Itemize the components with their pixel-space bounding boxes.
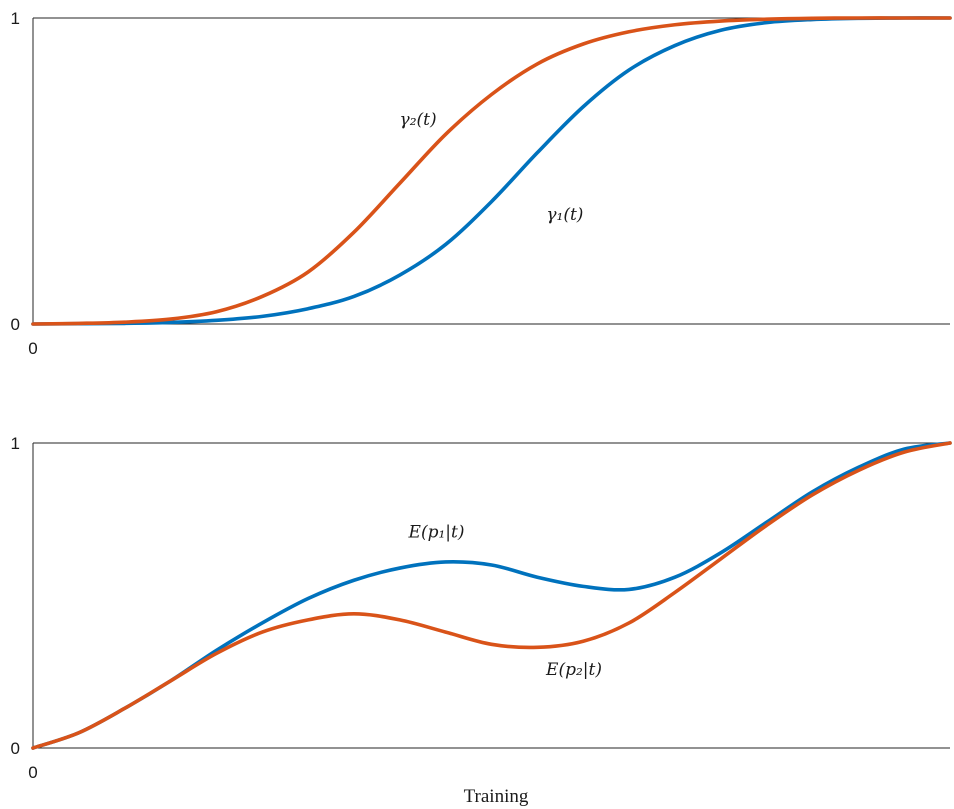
annotation-p1: E(p₁|t)	[408, 523, 465, 543]
annotation-p2: E(p₂|t)	[545, 660, 602, 680]
y-tick-label-1: 1	[11, 434, 20, 453]
x-tick-label-0: 0	[28, 763, 37, 782]
series-line-p2	[31, 441, 952, 750]
series-line-gamma1	[31, 16, 952, 326]
x-axis-label: Training	[464, 786, 529, 807]
series-line-gamma2	[31, 16, 952, 326]
x-tick-label-0: 0	[28, 339, 37, 358]
y-tick-label-1: 1	[11, 9, 20, 28]
annotation-gamma2: γ₂(t)	[400, 110, 437, 130]
y-tick-label-0: 0	[11, 739, 20, 758]
annotation-gamma1: γ₁(t)	[546, 205, 583, 225]
series-line-p1	[31, 441, 952, 750]
y-tick-label-0: 0	[11, 315, 20, 334]
panel-gamma: 1 0 0 γ₂(t) γ₁(t)	[11, 9, 952, 358]
panel-expectation: 1 0 0 Training E(p₁|t) E(p₂|t)	[11, 434, 952, 807]
